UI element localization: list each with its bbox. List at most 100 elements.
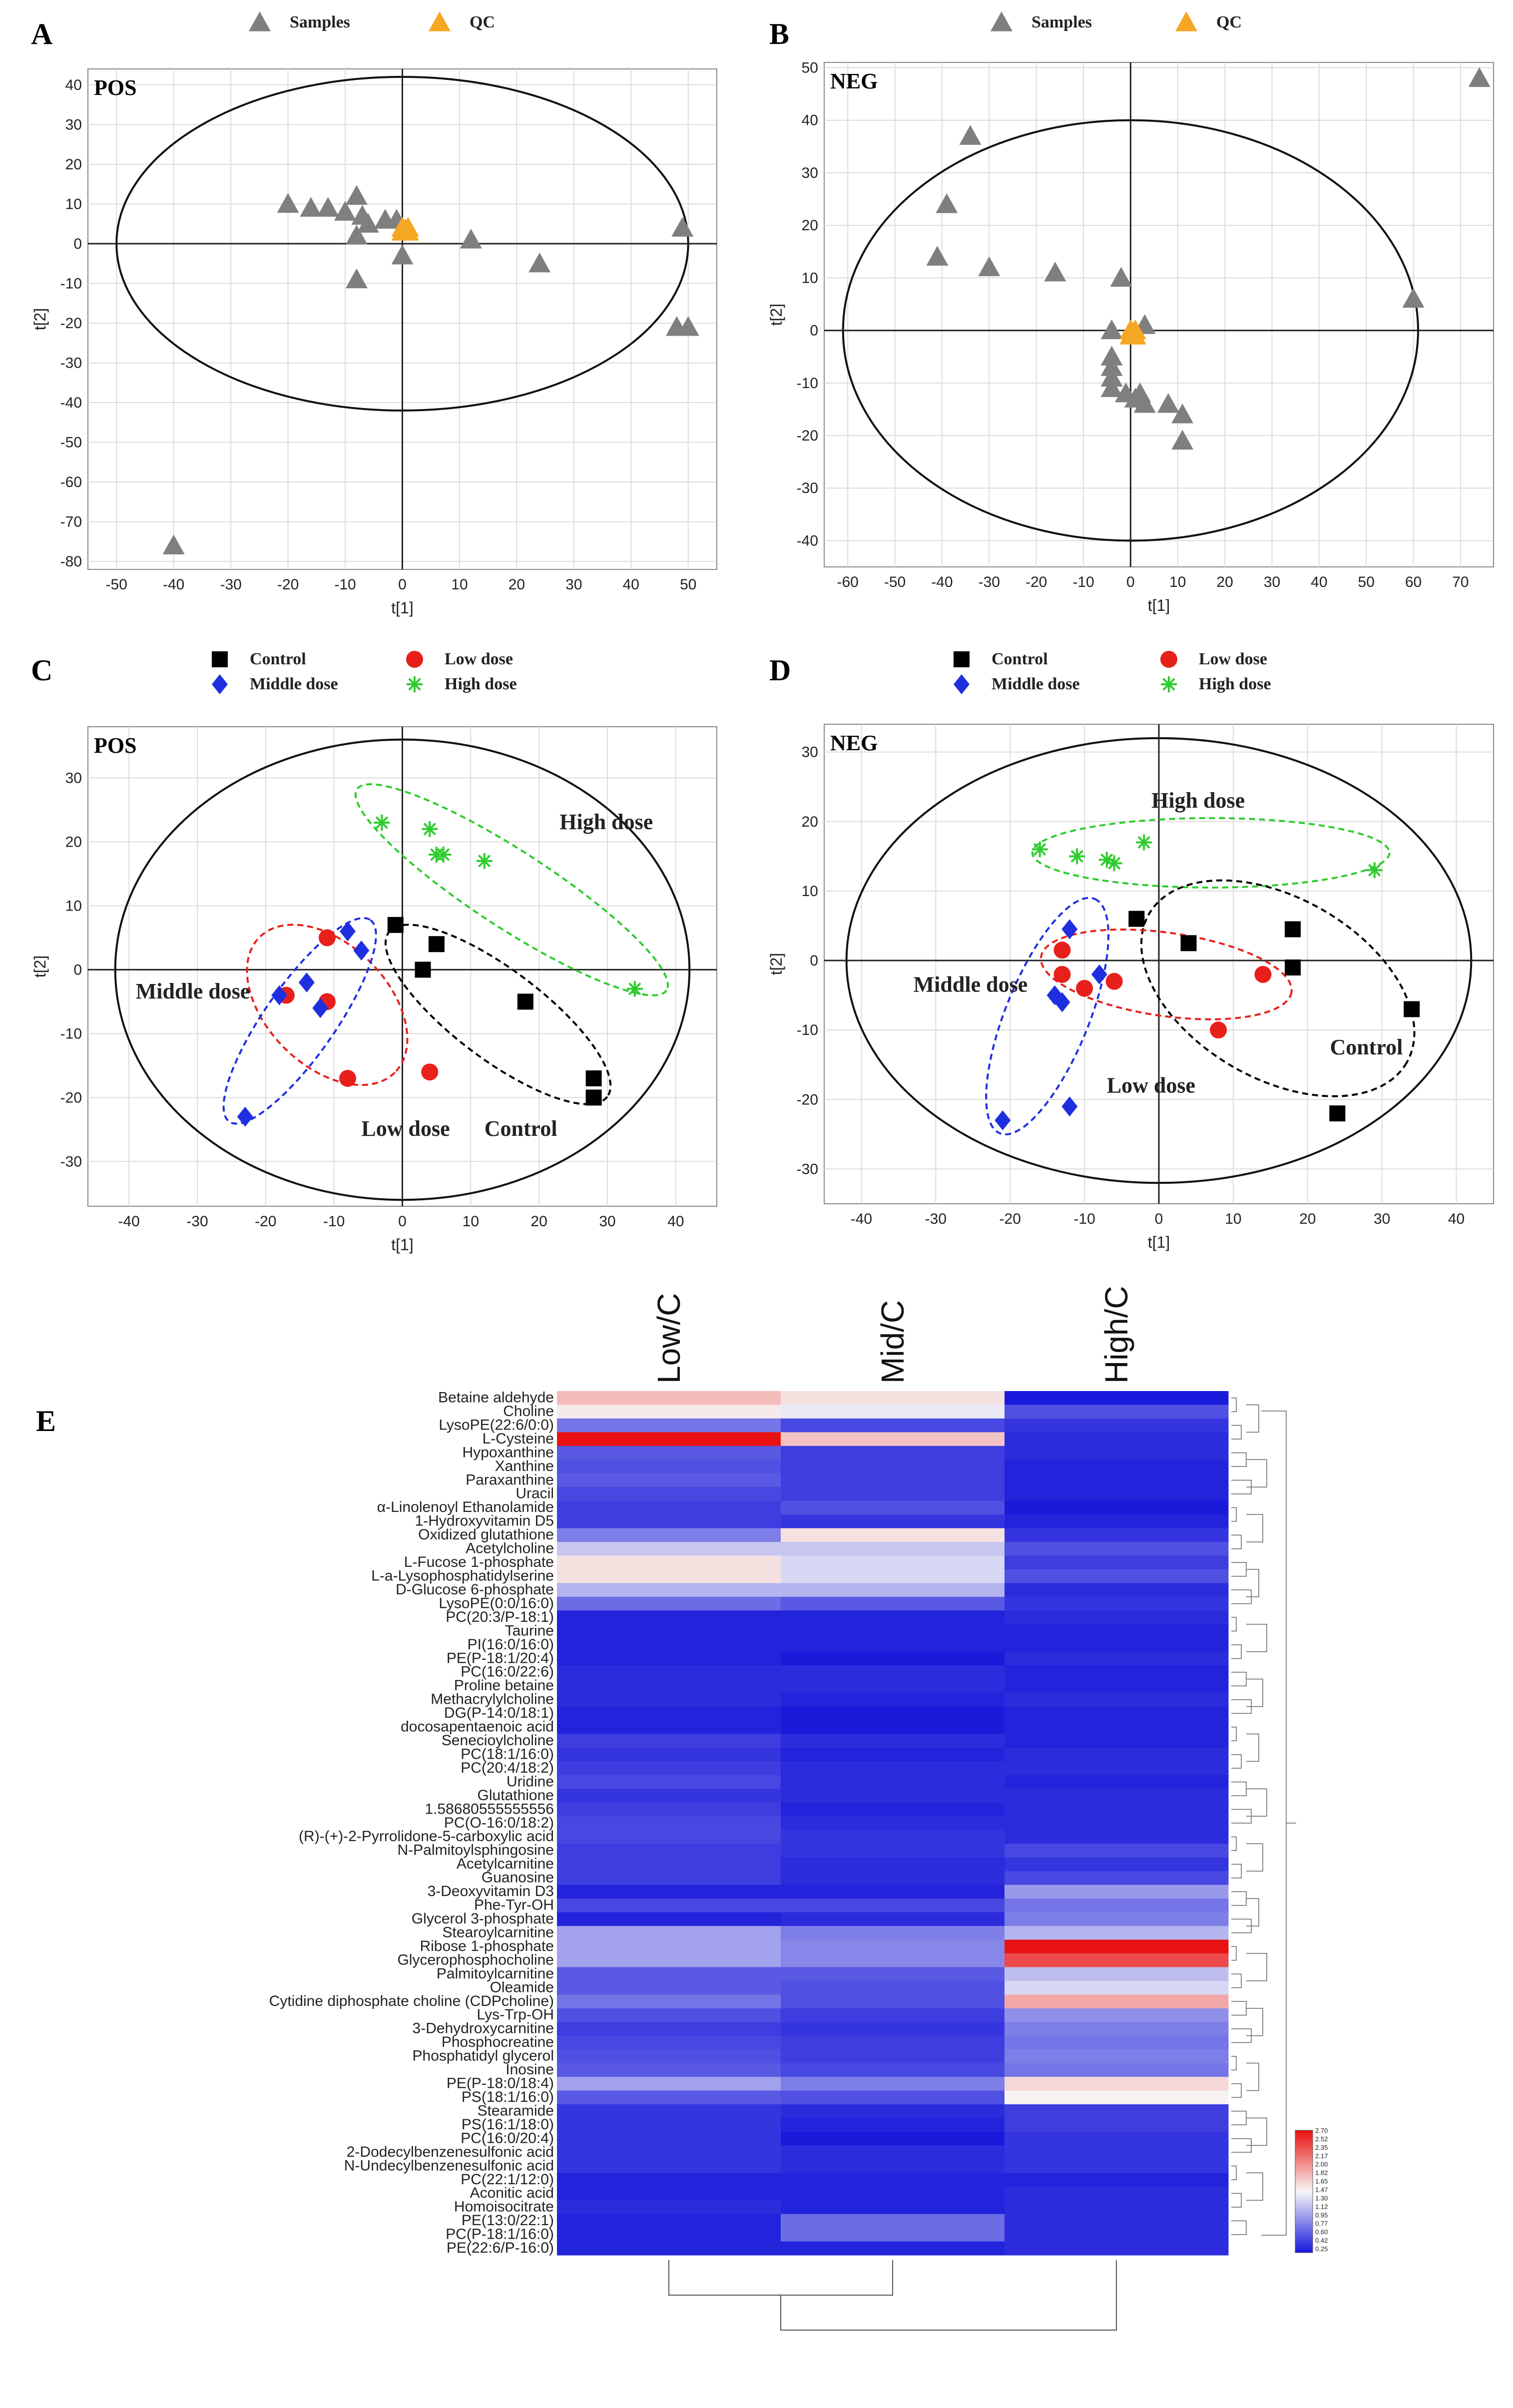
data-point [926,246,949,266]
heatmap-cell [781,1912,1005,1926]
heatmap-cell [1005,2035,1229,2050]
heatmap-cell [557,2214,781,2228]
colorbar-step [1295,2216,1313,2219]
heatmap-cell [1005,1596,1229,1611]
heatmap-cell [1005,1473,1229,1487]
heatmap-cell [781,1871,1005,1886]
legend-marker [249,11,271,31]
heatmap-cell [781,1844,1005,1858]
heatmap-cell [557,1844,781,1858]
legend-item: Low dose [406,650,513,668]
heatmap-cell [781,1624,1005,1638]
data-point [374,815,390,831]
heatmap-cell [557,2022,781,2036]
data-point [585,1070,602,1086]
heatmap-cell [781,1761,1005,1776]
data-point [1100,377,1123,397]
x-tick-label: -30 [925,1211,947,1227]
heatmap-row-label: PE(13:0/22:1) [462,2212,554,2229]
colorbar-step [1295,2240,1313,2243]
x-tick-label: 40 [623,576,639,593]
y-tick-label: 20 [802,814,818,830]
legend-item: High dose [1161,675,1271,693]
heatmap-cell [557,1514,781,1529]
heatmap-row-label: docosapentaenoic acid [401,1719,554,1735]
heatmap-cell [557,1542,781,1556]
heatmap-row-label: Phosphocreatine [442,2034,554,2050]
group-annotation: Low dose [1107,1073,1195,1097]
heatmap-cell [781,1542,1005,1556]
heatmap-cell [557,1802,781,1817]
heatmap-cell [781,1706,1005,1721]
row-dendrogram [1231,1397,1296,2236]
data-point [300,197,322,217]
x-tick-label: 40 [667,1213,684,1230]
heatmap-cell [1005,1775,1229,1789]
legend-label: Control [250,650,306,668]
group-ellipse-control [1140,879,1416,1097]
scatter-panel-A: A -50 -40 -30 -20 -10 0 10 20 30 40 50 40 30 20 10 0 -10 -… [31,11,717,617]
heatmap-cell [1005,1830,1229,1844]
heatmap-cell [1005,2104,1229,2118]
data-point [1171,430,1194,450]
group-annotation: Control [1330,1035,1403,1059]
heatmap-row-label: (R)-(+)-2-Pyrrolidone-5-carboxylic acid [299,1828,554,1845]
y-tick-label: 0 [73,962,82,978]
heatmap-cell [1005,1994,1229,2009]
heatmap-cell [557,1473,781,1487]
heatmap-cell [557,2173,781,2187]
y-tick-label: 30 [65,770,82,786]
heatmap-cell [1005,2145,1229,2160]
heatmap-cell [1005,2063,1229,2077]
colorbar-step [1295,2232,1313,2235]
heatmap-row-label: Taurine [505,1622,554,1639]
y-tick-label: 30 [65,116,82,133]
mode-label: NEG [830,69,878,93]
y-tick-label: -40 [60,395,82,411]
data-point [936,193,958,213]
heatmap-cell [1005,1665,1229,1680]
heatmap-row-label: PC(16:0/20:4) [461,2130,554,2146]
colorbar-step [1295,2140,1313,2143]
heatmap-cell [781,2090,1005,2105]
x-tick-label: -20 [277,576,299,593]
heatmap-cell [557,1734,781,1748]
group-annotation: Low dose [361,1116,450,1141]
colorbar-step [1295,2224,1313,2227]
heatmap-cell [557,2104,781,2118]
heatmap-row-label: L-Cysteine [483,1431,554,1447]
heatmap-cell [781,1473,1005,1487]
y-tick-label: 10 [65,196,82,212]
x-tick-label: 40 [1448,1211,1465,1227]
colorbar-tick-label: 1.82 [1315,2169,1328,2177]
colorbar-step [1295,2148,1313,2151]
legend-marker [954,651,970,667]
heatmap-cell [1005,1706,1229,1721]
heatmap-cell [557,1994,781,2009]
data-point [1100,346,1123,366]
y-tick-label: 50 [802,60,818,76]
data-point [1285,959,1301,975]
colorbar-tick-label: 1.47 [1315,2186,1328,2194]
colorbar-step [1295,2134,1313,2137]
colorbar-step [1295,2163,1313,2165]
heatmap-cell [781,1445,1005,1460]
colorbar-tick-label: 2.52 [1315,2135,1328,2143]
heatmap-row-label: Uracil [515,1485,554,1502]
group-annotation: Middle dose [914,972,1028,997]
x-tick-label: 20 [508,576,525,593]
data-point [677,316,699,336]
mode-label: POS [94,733,137,758]
data-point [1136,834,1152,851]
legend-marker [429,11,451,31]
heatmap-cell [1005,1459,1229,1474]
data-point [422,821,438,837]
heatmap-row-label: PE(22:6/P-16:0) [447,2240,554,2256]
legend-marker [212,651,228,667]
heatmap-row-label: 3-Dehydroxycarnitine [413,2020,554,2037]
heatmap-row-label: Phosphatidyl glycerol [413,2048,554,2064]
colorbar-step [1295,2193,1313,2196]
heatmap-row-label: PC(20:3/P-18:1) [446,1609,554,1625]
x-tick-label: -40 [931,574,953,590]
